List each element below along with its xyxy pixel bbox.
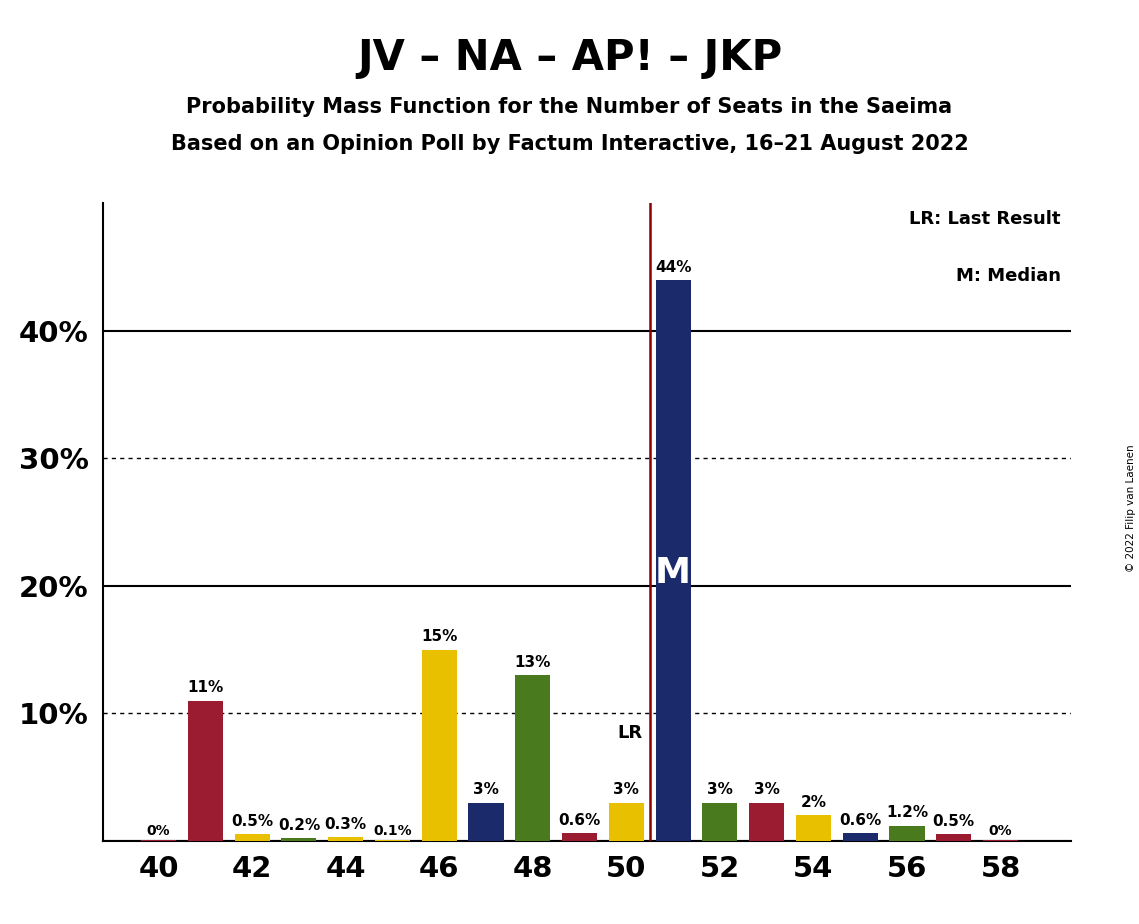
Text: 2%: 2%	[801, 796, 827, 810]
Text: 11%: 11%	[187, 680, 223, 696]
Text: 3%: 3%	[614, 783, 639, 797]
Text: 0%: 0%	[147, 824, 171, 838]
Text: 15%: 15%	[421, 629, 458, 644]
Text: LR: LR	[617, 723, 642, 742]
Bar	[703, 803, 737, 841]
Bar	[843, 833, 878, 841]
Bar	[328, 837, 363, 841]
Text: 1.2%: 1.2%	[886, 806, 928, 821]
Text: © 2022 Filip van Laenen: © 2022 Filip van Laenen	[1126, 444, 1136, 572]
Bar	[936, 834, 972, 841]
Bar	[749, 803, 784, 841]
Bar	[890, 825, 925, 841]
Text: 0.5%: 0.5%	[231, 814, 273, 830]
Text: 13%: 13%	[515, 655, 551, 670]
Text: Based on an Opinion Poll by Factum Interactive, 16–21 August 2022: Based on an Opinion Poll by Factum Inter…	[171, 134, 968, 154]
Text: LR: Last Result: LR: Last Result	[909, 210, 1060, 227]
Bar	[375, 840, 410, 841]
Text: 3%: 3%	[754, 783, 779, 797]
Bar	[235, 834, 270, 841]
Text: 0.2%: 0.2%	[278, 818, 320, 833]
Text: 0.3%: 0.3%	[325, 817, 367, 832]
Text: Probability Mass Function for the Number of Seats in the Saeima: Probability Mass Function for the Number…	[187, 97, 952, 117]
Bar	[468, 803, 503, 841]
Bar	[188, 700, 223, 841]
Text: 0.6%: 0.6%	[839, 813, 882, 828]
Bar	[421, 650, 457, 841]
Text: 0.6%: 0.6%	[558, 813, 600, 828]
Text: 3%: 3%	[707, 783, 732, 797]
Bar	[515, 675, 550, 841]
Bar	[281, 838, 317, 841]
Text: 44%: 44%	[655, 260, 691, 274]
Text: 0.1%: 0.1%	[374, 823, 412, 838]
Bar	[562, 833, 597, 841]
Text: JV – NA – AP! – JKP: JV – NA – AP! – JKP	[357, 37, 782, 79]
Text: 0.5%: 0.5%	[933, 814, 975, 830]
Text: 3%: 3%	[473, 783, 499, 797]
Text: M: Median: M: Median	[956, 267, 1060, 285]
Bar	[609, 803, 644, 841]
Bar	[796, 815, 831, 841]
Text: M: M	[655, 556, 691, 590]
Bar	[656, 280, 690, 841]
Text: 0%: 0%	[989, 824, 1013, 838]
